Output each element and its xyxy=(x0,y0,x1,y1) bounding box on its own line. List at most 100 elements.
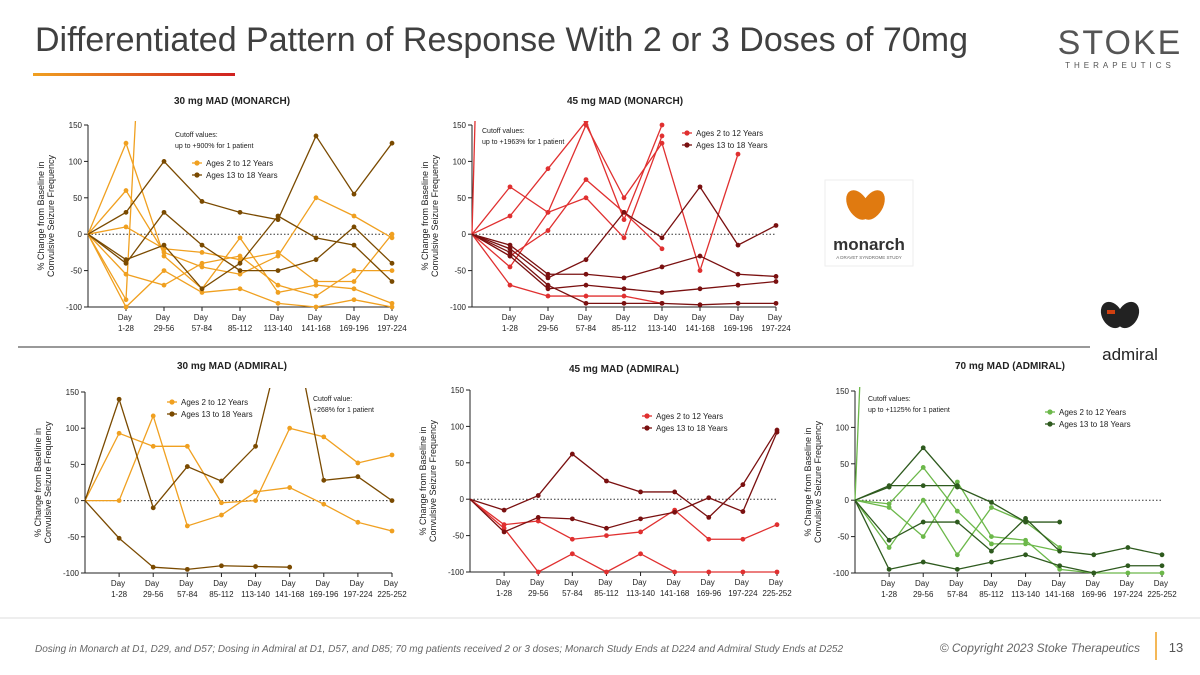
data-point xyxy=(123,304,129,310)
x-tick-label: Day 197-224 xyxy=(761,313,791,333)
data-point xyxy=(275,268,281,273)
data-point xyxy=(1159,552,1165,558)
data-point xyxy=(989,541,994,547)
data-point xyxy=(355,519,361,525)
data-point xyxy=(161,250,167,255)
monarch-logo: monarch A DRAVET SYNDROME STUDY xyxy=(824,179,914,267)
data-point xyxy=(501,525,507,531)
data-point xyxy=(123,224,129,230)
data-point xyxy=(237,260,243,266)
x-tick-label: Day 29-56 xyxy=(143,579,164,599)
data-point xyxy=(275,213,281,219)
chart: 70 mg MAD (ADMIRAL) % Change from Baselin… xyxy=(803,361,1177,599)
data-point xyxy=(1023,552,1028,558)
data-point xyxy=(1057,548,1063,554)
x-tick-label: Day 1-28 xyxy=(496,578,513,598)
y-tick-label: 150 xyxy=(451,386,465,395)
x-tick-label: Day 113-140 xyxy=(648,313,677,333)
data-point xyxy=(507,242,513,248)
patient-line xyxy=(854,484,958,501)
y-axis-label-line: % Change from Baseline in xyxy=(420,161,430,270)
data-point xyxy=(569,536,575,542)
data-point xyxy=(313,304,319,310)
data-point xyxy=(253,489,258,495)
plot-area xyxy=(471,121,779,308)
data-point xyxy=(1057,566,1063,572)
data-point xyxy=(604,533,609,538)
data-point xyxy=(920,497,926,503)
data-point xyxy=(569,451,575,457)
y-tick-label: 0 xyxy=(78,230,83,239)
data-point xyxy=(351,242,357,248)
data-point xyxy=(954,479,960,485)
data-point xyxy=(123,188,129,193)
data-point xyxy=(604,569,609,575)
data-point xyxy=(1023,516,1028,521)
legend-marker xyxy=(169,411,175,417)
legend-marker xyxy=(684,142,690,148)
data-point xyxy=(1023,541,1028,547)
x-tick-label: Day 141-168 xyxy=(685,313,715,333)
x-tick-label: Day 141-168 xyxy=(301,313,331,333)
y-tick-label: -100 xyxy=(450,303,467,312)
data-point xyxy=(535,493,541,498)
y-tick-label: 50 xyxy=(457,194,466,203)
y-axis-label-line: % Change from Baseline in xyxy=(418,426,428,535)
data-point xyxy=(116,535,122,541)
data-point xyxy=(1125,545,1131,550)
x-tick-label: Day 1-28 xyxy=(111,579,128,599)
data-point xyxy=(989,559,994,565)
data-point xyxy=(161,242,167,248)
data-point xyxy=(535,515,541,520)
chart-title: 45 mg MAD (MONARCH) xyxy=(567,96,683,107)
data-point xyxy=(501,529,507,535)
data-point xyxy=(659,264,665,270)
data-point xyxy=(507,184,513,190)
y-axis-label-line: Convulsive Seizure Frequency xyxy=(43,421,53,544)
data-point xyxy=(287,485,293,490)
x-tick-label: Day 141-168 xyxy=(660,578,690,598)
data-point xyxy=(321,477,327,483)
data-point xyxy=(621,293,627,299)
data-point xyxy=(954,508,960,514)
data-point xyxy=(199,290,205,295)
data-point xyxy=(621,300,627,306)
legend-label: Ages 13 to 18 Years xyxy=(656,424,728,433)
data-point xyxy=(321,434,327,440)
data-point xyxy=(583,177,589,183)
data-point xyxy=(954,566,960,572)
data-point xyxy=(351,191,357,197)
data-point xyxy=(237,235,243,241)
data-point xyxy=(989,548,994,554)
chart-title: 45 mg MAD (ADMIRAL) xyxy=(569,364,679,375)
y-axis-label: % Change from Baseline inConvulsive Seiz… xyxy=(36,154,56,277)
chart-title: 70 mg MAD (ADMIRAL) xyxy=(955,361,1065,372)
data-point xyxy=(275,290,281,295)
data-point xyxy=(672,569,678,575)
legend-marker xyxy=(1047,421,1053,427)
x-tick-label: Day 225-252 xyxy=(762,578,792,598)
data-point xyxy=(150,413,156,419)
y-axis-label-line: Convulsive Seizure Frequency xyxy=(430,154,440,277)
plot-area xyxy=(87,121,395,310)
data-point xyxy=(545,166,551,172)
x-tick-label: Day 1-28 xyxy=(118,313,135,333)
patient-line xyxy=(84,388,393,510)
data-point xyxy=(389,300,395,306)
x-tick-label: Day 197-224 xyxy=(343,579,373,599)
data-point xyxy=(706,515,712,520)
x-tick-label: Day 169-196 xyxy=(723,313,753,333)
company-logo-sub: THERAPEUTICS xyxy=(1065,61,1175,70)
data-point xyxy=(659,133,665,139)
data-point xyxy=(219,512,224,518)
data-point xyxy=(735,271,741,277)
y-tick-label: -50 xyxy=(70,267,82,276)
y-tick-label: -100 xyxy=(448,568,465,577)
x-tick-label: Day 85-112 xyxy=(612,313,637,333)
data-point xyxy=(638,489,643,495)
data-point xyxy=(219,500,224,506)
data-point xyxy=(389,498,395,503)
legend-label: Ages 2 to 12 Years xyxy=(696,129,763,138)
